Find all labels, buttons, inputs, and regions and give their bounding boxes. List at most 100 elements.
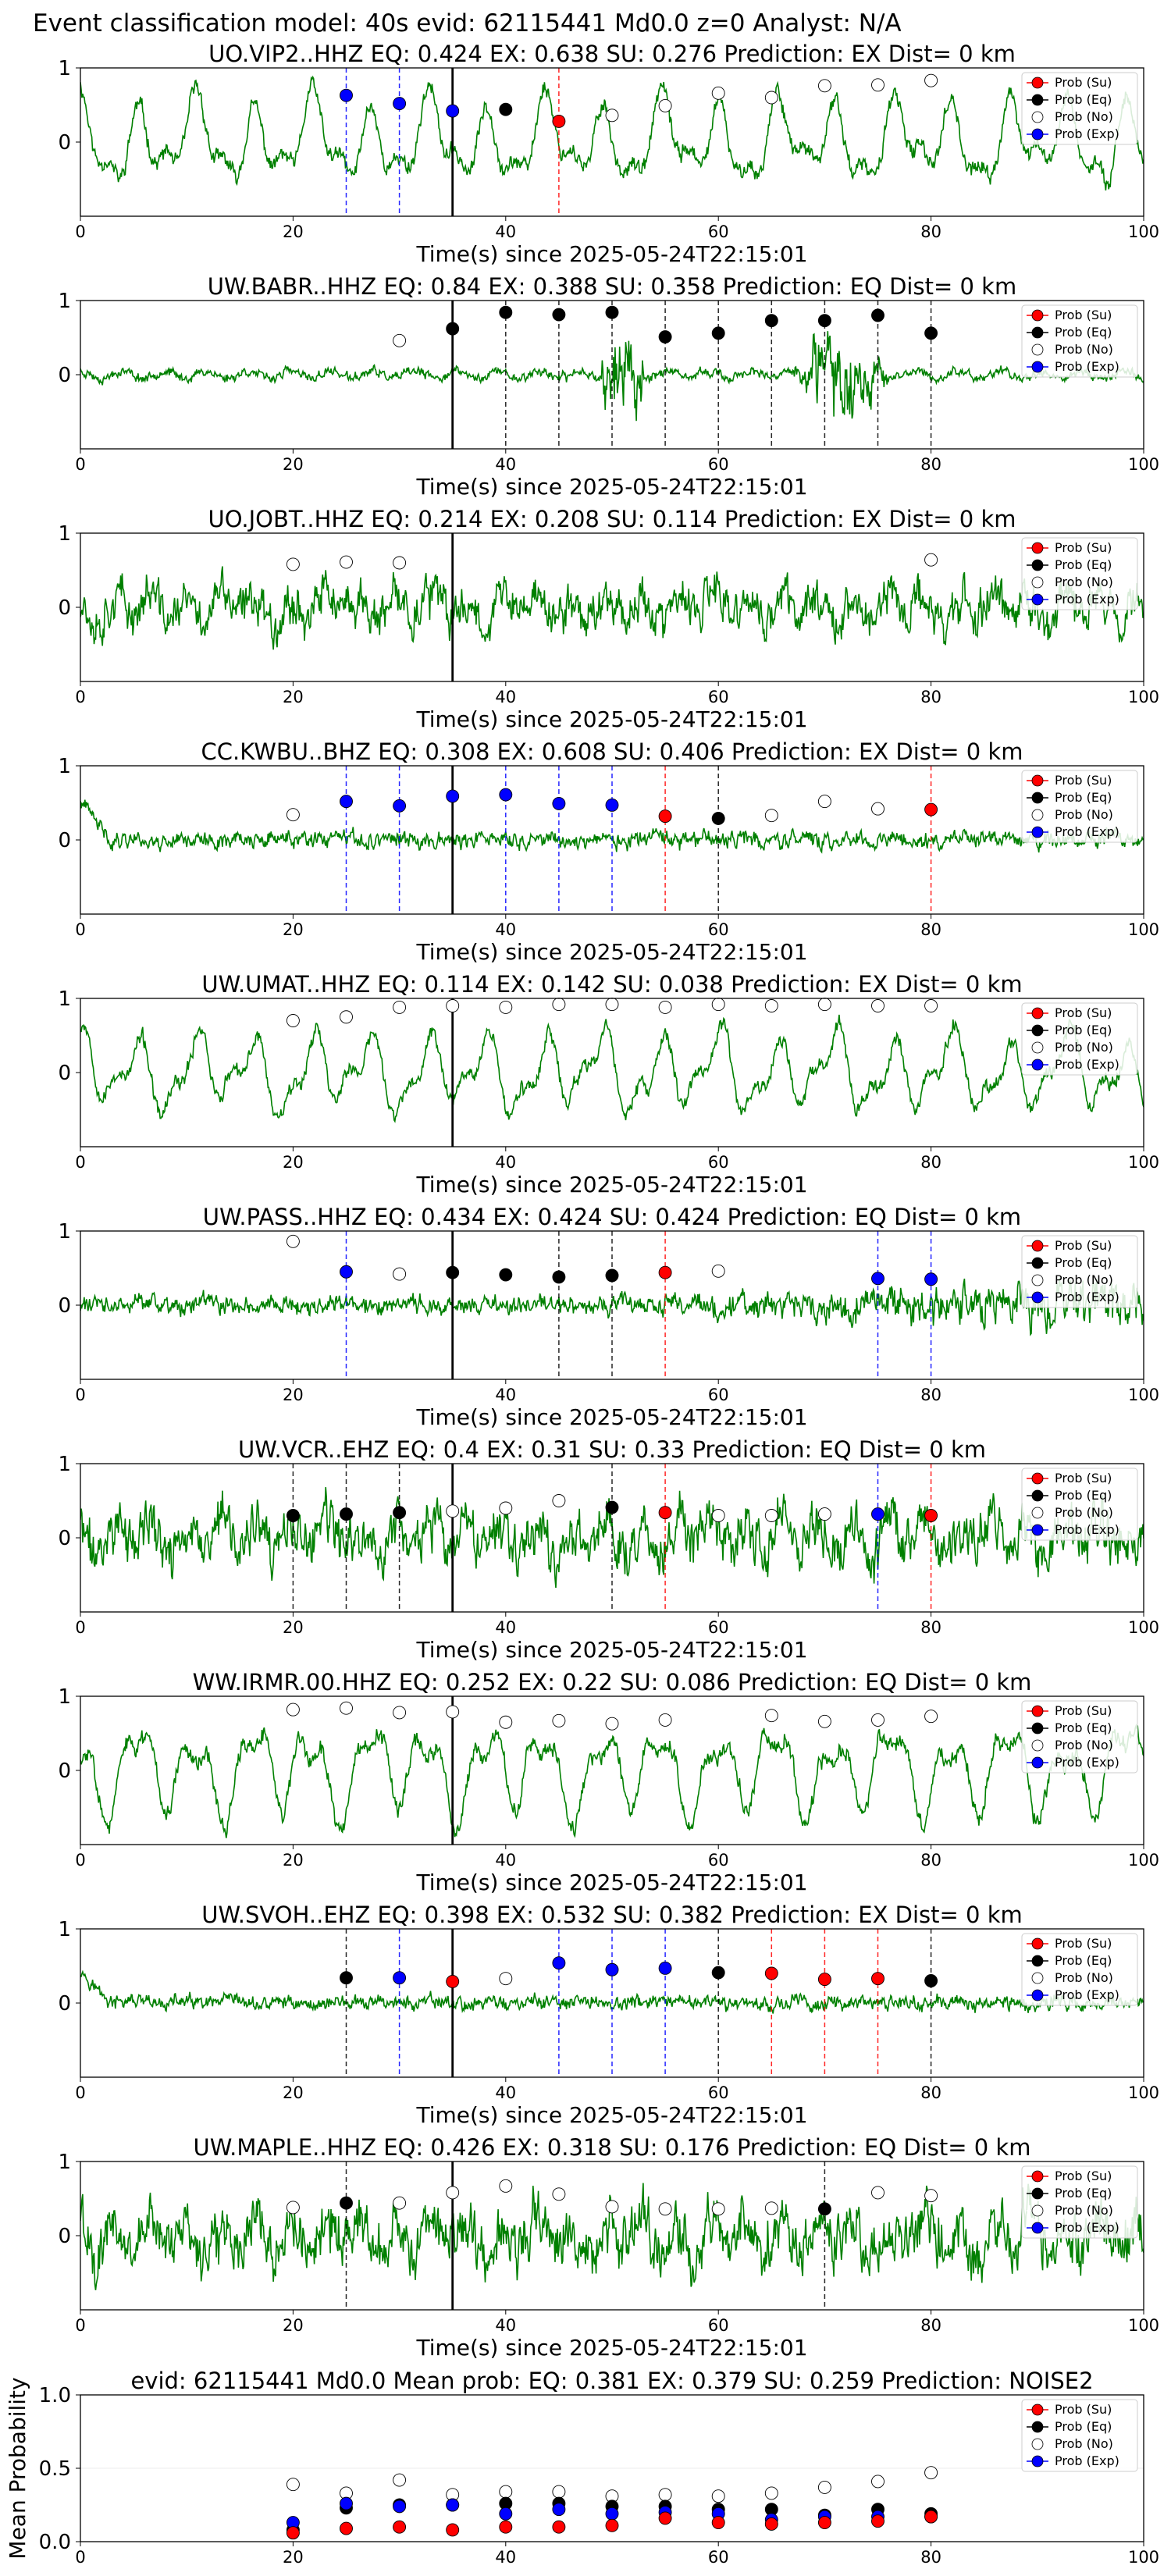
prob-marker-eq xyxy=(711,1966,725,1980)
prob-marker-su xyxy=(446,1974,460,1988)
legend-label-no: Prob (No) xyxy=(1055,1970,1113,1985)
legend-marker-no xyxy=(1031,1972,1044,1984)
x-tick-label: 100 xyxy=(1128,455,1159,474)
legend-marker-no xyxy=(1031,1274,1044,1286)
x-tick-label: 20 xyxy=(283,920,304,939)
x-tick-label: 100 xyxy=(1128,1386,1159,1404)
x-tick-label: 40 xyxy=(495,1618,516,1637)
figure-suptitle: Event classification model: 40s evid: 62… xyxy=(33,9,902,37)
x-axis-label: Time(s) since 2025-05-24T22:15:01 xyxy=(415,2335,807,2361)
prob-marker-no xyxy=(658,1713,672,1727)
station-panel-title: UW.MAPLE..HHZ EQ: 0.426 EX: 0.318 SU: 0.… xyxy=(194,2134,1031,2161)
station-panel-title: CC.KWBU..BHZ EQ: 0.308 EX: 0.608 SU: 0.4… xyxy=(201,738,1023,765)
legend-label-exp: Prob (Exp) xyxy=(1055,126,1119,141)
legend-box xyxy=(1021,72,1138,145)
x-tick-label: 100 xyxy=(1128,1153,1159,1172)
legend-label-eq: Prob (Eq) xyxy=(1055,557,1112,572)
prob-marker-eq xyxy=(764,314,778,328)
station-panel-title: UW.SVOH..EHZ EQ: 0.398 EX: 0.532 SU: 0.3… xyxy=(201,1902,1023,1928)
x-axis-label: Time(s) since 2025-05-24T22:15:01 xyxy=(415,241,807,267)
legend-box xyxy=(1021,2399,1138,2472)
y-tick-label: 0.5 xyxy=(39,2457,71,2481)
legend-label-exp: Prob (Exp) xyxy=(1055,2453,1119,2468)
prob-marker-no xyxy=(871,78,884,92)
mean-prob-marker-no xyxy=(817,2480,831,2494)
x-tick-label: 20 xyxy=(283,2083,304,2102)
legend-marker-no xyxy=(1031,576,1044,589)
x-tick-label: 80 xyxy=(920,2316,941,2335)
legend-marker-su xyxy=(1031,1705,1044,1717)
legend-marker-su xyxy=(1031,1937,1044,1950)
x-tick-label: 60 xyxy=(708,688,729,706)
legend-box xyxy=(1021,1002,1138,1076)
legend-label-su: Prob (Su) xyxy=(1055,1005,1112,1020)
prob-marker-su xyxy=(658,1265,672,1279)
prob-marker-su xyxy=(871,1972,884,1986)
prob-marker-no xyxy=(764,1509,778,1522)
mean-prob-marker-no xyxy=(552,2485,566,2499)
prob-marker-no xyxy=(340,1701,353,1715)
legend-label-exp: Prob (Exp) xyxy=(1055,1290,1119,1304)
mean-prob-marker-no xyxy=(499,2485,513,2499)
prob-marker-eq xyxy=(446,1265,460,1279)
y-tick-label: 1 xyxy=(58,290,71,313)
prob-marker-no xyxy=(393,1267,407,1281)
x-tick-label: 20 xyxy=(283,1386,304,1404)
prob-marker-no xyxy=(605,998,619,1012)
x-tick-label: 80 xyxy=(920,1851,941,1870)
x-tick-label: 0 xyxy=(75,920,85,939)
prob-marker-no xyxy=(817,79,831,93)
legend-box xyxy=(1021,1700,1138,1774)
waveform-trace xyxy=(80,75,1144,190)
y-tick-label: 0 xyxy=(58,1759,71,1783)
mean-prob-marker-su xyxy=(924,2510,938,2524)
legend-label-su: Prob (Su) xyxy=(1055,1471,1112,1485)
prob-marker-no xyxy=(871,802,884,816)
station-panel-4: UW.UMAT..HHZ EQ: 0.114 EX: 0.142 SU: 0.0… xyxy=(58,971,1159,1197)
legend-marker-su xyxy=(1031,76,1044,89)
prob-marker-exp xyxy=(340,88,353,102)
prob-marker-no xyxy=(552,1494,566,1507)
station-panel-7: WW.IRMR.00.HHZ EQ: 0.252 EX: 0.22 SU: 0.… xyxy=(58,1669,1159,1895)
x-tick-label: 40 xyxy=(495,1851,516,1870)
prob-marker-eq xyxy=(658,330,672,343)
x-tick-label: 100 xyxy=(1128,1618,1159,1637)
x-tick-label: 60 xyxy=(708,2083,729,2102)
x-tick-label: 100 xyxy=(1128,2548,1159,2567)
legend-label-eq: Prob (Eq) xyxy=(1055,1023,1112,1037)
prob-marker-exp xyxy=(871,1272,884,1286)
mean-prob-marker-no xyxy=(924,2466,938,2480)
prob-marker-exp xyxy=(340,795,353,809)
waveform-trace xyxy=(80,1277,1144,1336)
prob-marker-exp xyxy=(499,788,513,802)
x-tick-label: 60 xyxy=(708,455,729,474)
y-tick-label: 1 xyxy=(58,1453,71,1476)
prob-marker-no xyxy=(924,553,938,567)
mean-prob-marker-su xyxy=(340,2521,353,2535)
prob-marker-no xyxy=(340,1010,353,1024)
x-axis-label: Time(s) since 2025-05-24T22:15:01 xyxy=(415,1637,807,1663)
legend-marker-exp xyxy=(1031,1756,1044,1769)
legend-marker-su xyxy=(1031,2170,1044,2183)
prob-marker-no xyxy=(871,999,884,1012)
y-tick-label: 1 xyxy=(58,755,71,778)
legend-marker-exp xyxy=(1031,1989,1044,2001)
mean-prob-marker-su xyxy=(711,2516,725,2530)
y-tick-label: 1 xyxy=(58,57,71,80)
prob-marker-eq xyxy=(499,305,513,319)
x-tick-label: 0 xyxy=(75,1153,85,1172)
x-tick-label: 40 xyxy=(495,920,516,939)
legend-marker-su xyxy=(1031,774,1044,787)
mean-prob-marker-su xyxy=(871,2514,884,2528)
legend-marker-exp xyxy=(1031,361,1044,373)
x-tick-label: 20 xyxy=(283,222,304,241)
legend-marker-exp xyxy=(1031,128,1044,141)
legend-marker-eq xyxy=(1031,2421,1044,2433)
prob-marker-eq xyxy=(340,2196,353,2210)
legend-marker-no xyxy=(1031,2438,1044,2450)
panels: UO.VIP2..HHZ EQ: 0.424 EX: 0.638 SU: 0.2… xyxy=(5,41,1159,2567)
x-tick-label: 20 xyxy=(283,2548,304,2567)
mean-prob-marker-no xyxy=(764,2486,778,2500)
y-tick-label: 0 xyxy=(58,596,71,620)
